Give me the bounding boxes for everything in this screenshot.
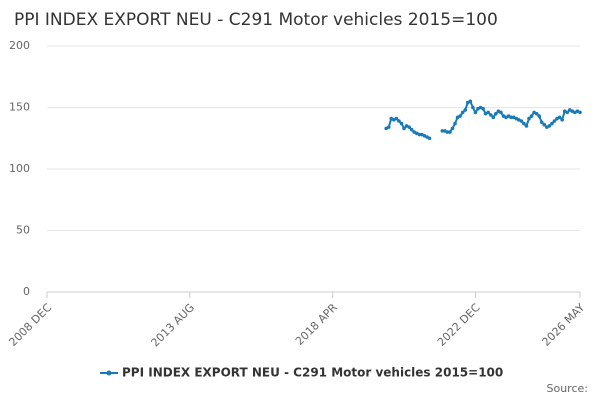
point	[537, 114, 541, 118]
point	[458, 114, 462, 118]
y-tick-label: 0	[23, 285, 30, 298]
point	[524, 124, 529, 128]
point	[542, 122, 547, 127]
point	[494, 111, 498, 116]
point	[450, 126, 455, 131]
chart-title: PPI INDEX EXPORT NEU - C291 Motor vehicl…	[14, 10, 498, 30]
point	[550, 121, 554, 126]
y-tick-label: 150	[9, 101, 30, 114]
point	[488, 113, 493, 117]
point	[402, 126, 406, 131]
point	[486, 110, 490, 115]
point	[427, 136, 432, 141]
point	[565, 110, 570, 115]
point	[397, 119, 401, 123]
x-tick-label: 2026 MAY	[540, 301, 588, 349]
point	[491, 115, 496, 120]
x-tick-label: 2008 DEC	[6, 301, 54, 349]
point	[440, 129, 445, 133]
point	[471, 105, 475, 110]
x-tick-label: 2022 DEC	[435, 301, 483, 349]
y-tick-label: 100	[9, 162, 30, 175]
point	[407, 125, 411, 129]
point	[539, 120, 544, 125]
y-tick-label: 50	[16, 224, 30, 237]
point	[417, 132, 422, 137]
source: Source:	[547, 382, 589, 395]
point	[522, 121, 526, 126]
point	[499, 110, 503, 115]
point	[547, 124, 552, 128]
point	[527, 116, 531, 121]
point	[557, 115, 562, 120]
point	[509, 115, 513, 120]
point	[409, 127, 414, 132]
point	[481, 106, 485, 111]
point	[460, 110, 465, 115]
x-tick-label: 2013 AUG	[149, 301, 198, 350]
point	[399, 121, 404, 126]
point	[468, 99, 473, 104]
point	[529, 114, 534, 118]
point	[448, 130, 452, 134]
point	[453, 121, 457, 126]
legend-marker	[106, 370, 112, 376]
point	[560, 118, 564, 122]
point	[534, 111, 539, 116]
point	[473, 110, 478, 115]
y-tick-label: 200	[9, 39, 30, 52]
point	[445, 130, 450, 134]
point	[386, 125, 391, 129]
point	[519, 119, 524, 123]
point	[463, 108, 468, 112]
point	[552, 119, 557, 123]
point	[394, 116, 399, 121]
point	[578, 110, 582, 115]
legend-label: PPI INDEX EXPORT NEU - C291 Motor vehicl…	[122, 366, 503, 380]
x-tick-label: 2018 APR	[293, 301, 340, 348]
